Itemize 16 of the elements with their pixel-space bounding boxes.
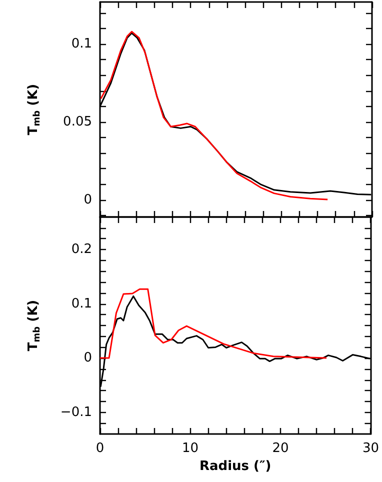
y-axis-title: Tmb (K): [26, 300, 42, 352]
y-axis-title: Tmb (K): [26, 84, 42, 136]
line-series: [100, 30, 328, 200]
y-tick-label: 0.1: [71, 296, 92, 312]
x-axis-title: Radius (″): [199, 458, 272, 474]
x-tick-label: 0: [96, 441, 104, 456]
y-tick-label: 0: [84, 192, 92, 208]
x-tick-label: 20: [272, 441, 289, 456]
line-series: [99, 288, 328, 359]
y-tick-label: 0.2: [71, 242, 92, 258]
y-tick-label: 0.05: [63, 114, 92, 130]
y-tick-label: 0: [84, 350, 92, 366]
x-tick-label: 10: [182, 441, 199, 456]
y-tick-label: 0.1: [71, 36, 92, 52]
y-tick-label: −0.1: [60, 404, 92, 420]
x-tick-label: 30: [362, 441, 379, 456]
